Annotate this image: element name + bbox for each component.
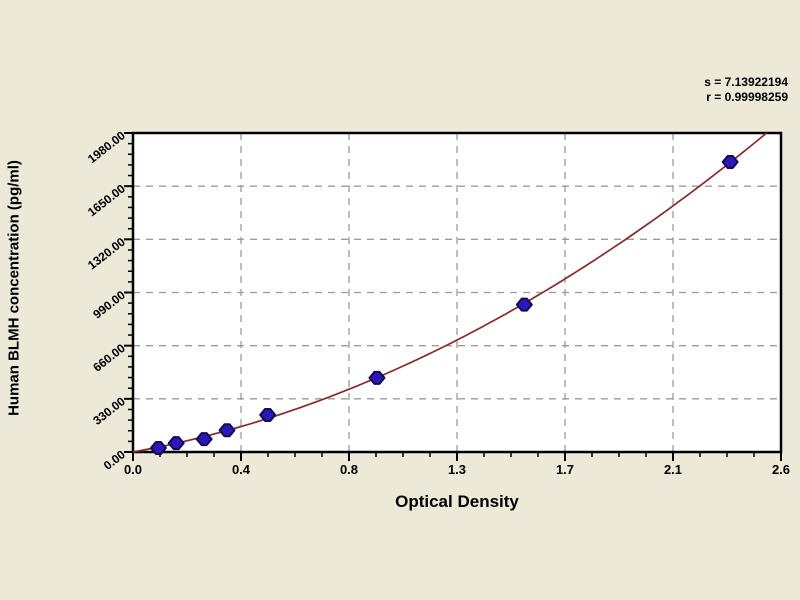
data-point-marker (368, 370, 386, 385)
data-point-marker (195, 432, 213, 447)
fit-s-value: s = 7.13922194 (704, 75, 788, 89)
data-point-marker (259, 407, 277, 422)
data-point-marker (149, 440, 167, 455)
x-tick-label: 2.6 (772, 462, 790, 477)
data-point-marker (218, 423, 236, 438)
y-tick-label: 660.00 (90, 341, 128, 375)
x-tick-label: 2.1 (664, 462, 682, 477)
x-tick-label: 0.8 (340, 462, 358, 477)
data-point-marker (721, 155, 739, 169)
x-tick-label: 0.4 (232, 462, 251, 477)
x-tick-label: 1.3 (448, 462, 466, 477)
fitted-curve (132, 132, 768, 453)
fit-r-value: r = 0.99998259 (706, 90, 788, 104)
data-point-marker (515, 297, 533, 312)
x-tick-label: 0.0 (124, 462, 142, 477)
y-tick-label: 1980.00 (85, 128, 128, 166)
y-tick-label: 1320.00 (85, 234, 128, 272)
y-tick-label: 990.00 (90, 288, 128, 322)
y-tick-label: 1650.00 (85, 181, 128, 219)
x-tick-label: 1.7 (556, 462, 574, 477)
fit-statistics: s = 7.13922194 r = 0.99998259 (704, 75, 788, 105)
x-axis-title: Optical Density (395, 492, 519, 511)
data-point-marker (167, 436, 185, 451)
y-tick-label: 330.00 (90, 394, 128, 428)
